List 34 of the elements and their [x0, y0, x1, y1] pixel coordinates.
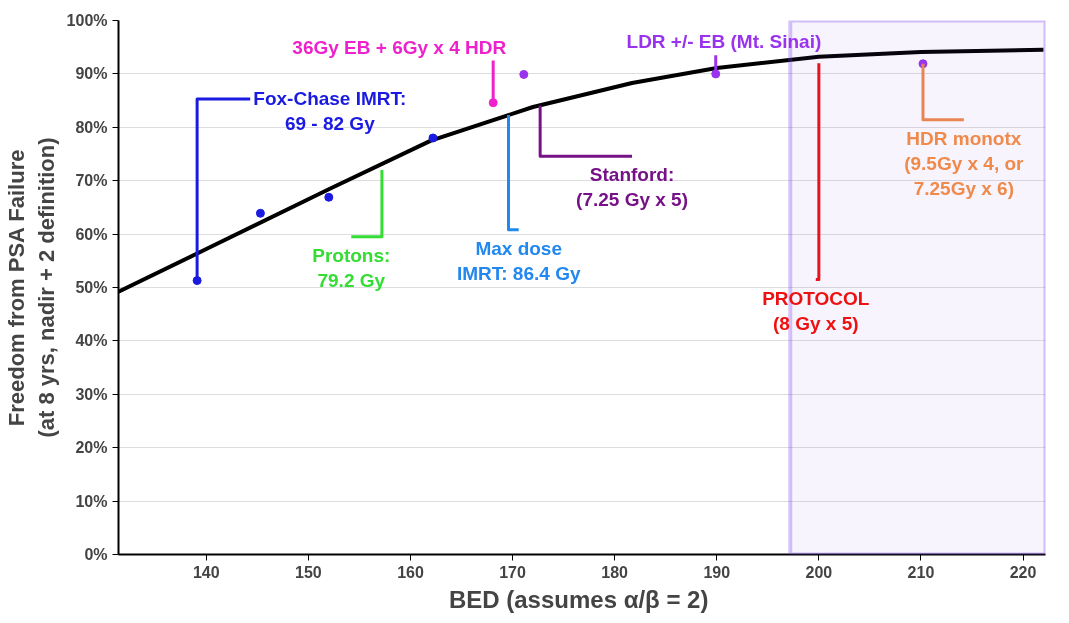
x-tick-label: 170	[499, 563, 527, 581]
y-tick-label: 80%	[75, 118, 108, 136]
y-tick-label: 70%	[75, 172, 108, 190]
annotation: HDR monotx (9.5Gy x 4, or 7.25Gy x 6)	[904, 128, 1025, 200]
annotation: Max dose IMRT: 86.4 Gy	[456, 238, 581, 285]
x-tick-label: 190	[703, 563, 731, 581]
y-tick-label: 100%	[66, 12, 108, 29]
annotation: Protons: 79.2 Gy	[312, 244, 391, 291]
y-tick-label: 20%	[75, 439, 108, 457]
point	[255, 208, 265, 218]
point	[428, 133, 438, 143]
point	[324, 192, 334, 202]
annotation: Stanford: (7.25 Gy x 5)	[576, 164, 688, 211]
point	[519, 69, 529, 79]
y-tick-label: 50%	[75, 279, 108, 296]
x-axis-title: BED (assumes α/β = 2)	[448, 585, 709, 613]
x-tick-label: 220	[1009, 563, 1037, 581]
y-tick-label: 90%	[75, 65, 108, 83]
annotation: LDR +/- EB (Mt. Sinai)	[626, 31, 822, 53]
y-tick-label: 0%	[84, 546, 108, 563]
annotation: PROTOCOL (8 Gy x 5)	[762, 287, 870, 334]
x-tick-label: 160	[397, 563, 424, 581]
y-tick-label: 30%	[75, 385, 108, 403]
x-tick-label: 180	[601, 563, 629, 581]
y-axis-title: Freedom from PSA Failure (at 8 yrs, nadir + 2 definition)	[3, 137, 59, 438]
annotation: 36Gy EB + 6Gy x 4 HDR	[292, 36, 507, 58]
x-tick-label: 140	[192, 563, 220, 581]
y-tick-label: 40%	[75, 332, 108, 350]
x-tick-label: 200	[805, 563, 833, 581]
y-tick-label: 10%	[75, 492, 108, 510]
annotation: Fox-Chase IMRT: 69 - 82 Gy	[253, 88, 407, 135]
y-tick-label: 60%	[75, 225, 108, 243]
x-tick-label: 210	[907, 563, 935, 581]
x-tick-label: 150	[295, 563, 322, 581]
